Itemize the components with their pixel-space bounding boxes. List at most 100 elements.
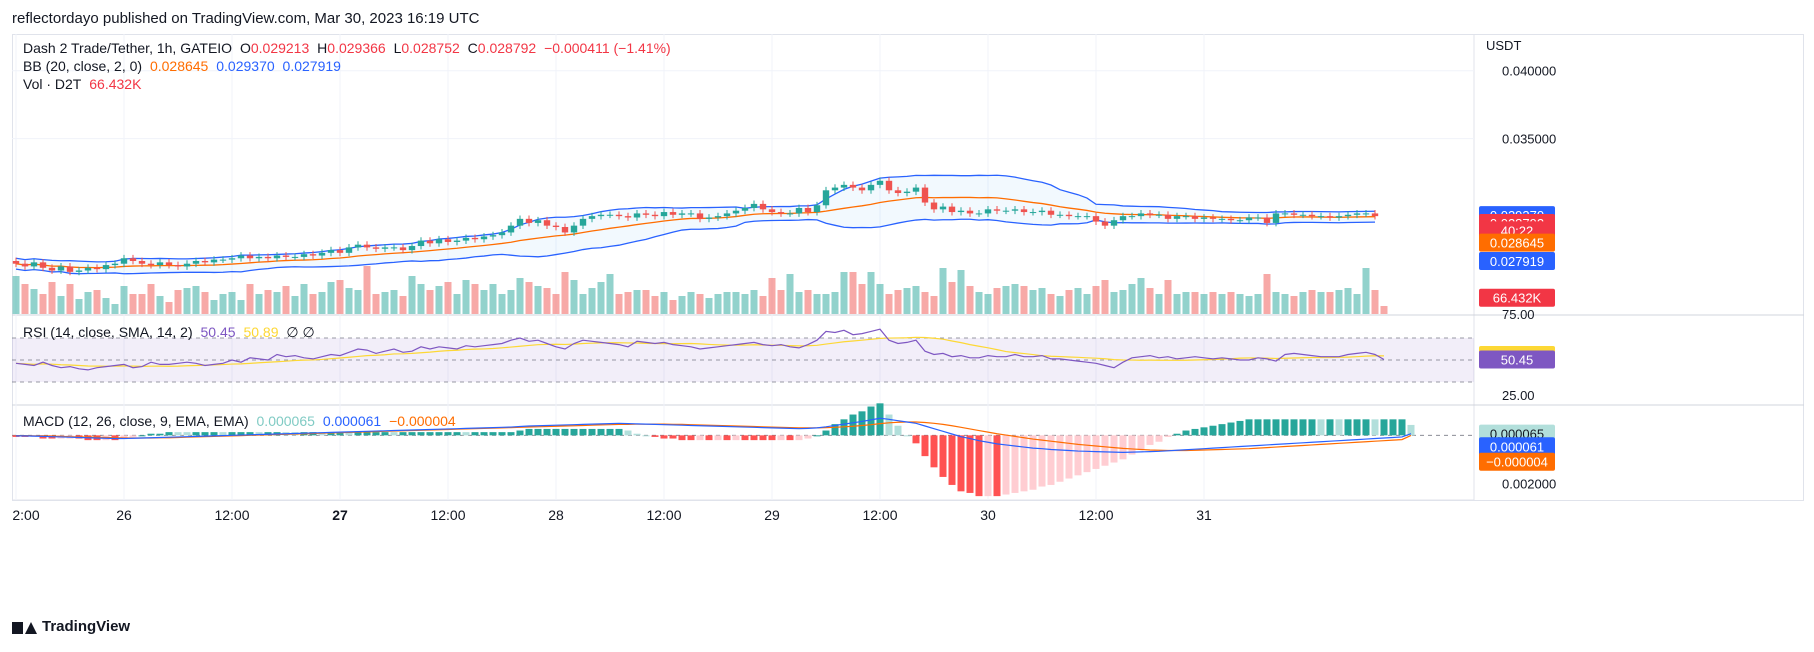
candle	[876, 177, 884, 189]
candle-body	[849, 184, 857, 188]
volume-bar	[1056, 296, 1064, 314]
candle	[759, 200, 767, 213]
volume-bar	[606, 274, 614, 314]
candle	[570, 222, 578, 236]
macd-histogram-bar	[489, 432, 497, 436]
candle	[1164, 211, 1172, 223]
candle-body	[1065, 214, 1073, 217]
candle-body	[768, 209, 776, 213]
candle	[1146, 210, 1154, 219]
candle	[957, 207, 965, 216]
candle	[840, 181, 848, 191]
candle	[1290, 210, 1298, 219]
candle-body	[840, 184, 848, 188]
bb-upper-line	[15, 174, 1376, 263]
macd-histogram-bar	[1407, 424, 1415, 436]
volume-bar	[894, 290, 902, 314]
candle-body	[1092, 216, 1100, 222]
price-badge-label: 0.028645	[1490, 236, 1544, 251]
macd-histogram-bar	[183, 432, 191, 436]
candle-body	[1074, 216, 1082, 218]
candle	[651, 211, 659, 220]
volume-bar	[579, 294, 587, 314]
volume-bar	[732, 292, 740, 314]
candle	[606, 211, 614, 219]
macd-histogram-bar	[138, 435, 146, 437]
candle-body	[1326, 216, 1334, 218]
close-value: 0.028792	[477, 40, 537, 56]
macd-histogram-bar	[210, 432, 218, 436]
candle	[453, 237, 461, 246]
volume-bar	[282, 286, 290, 314]
candle	[921, 184, 929, 206]
chart-svg[interactable]: USDT0.0400000.0350000.0293700.02879240:2…	[12, 34, 1804, 600]
candle	[1011, 205, 1019, 215]
candle	[750, 200, 758, 212]
candle-body	[921, 187, 929, 203]
volume-bar	[1353, 294, 1361, 314]
volume-bar	[849, 272, 857, 314]
chart-area[interactable]: USDT0.0400000.0350000.0293700.02879240:2…	[12, 34, 1804, 600]
volume-bar	[921, 292, 929, 314]
volume-bar	[696, 294, 704, 314]
candle-body	[1137, 213, 1145, 217]
volume-bar	[975, 292, 983, 314]
candle	[228, 254, 236, 264]
candle-body	[21, 263, 29, 267]
macd-histogram-bar	[426, 432, 434, 436]
volume-bar	[498, 294, 506, 314]
volume-bar	[174, 290, 182, 314]
candle	[66, 263, 74, 276]
candle	[408, 242, 416, 254]
candle	[975, 210, 983, 217]
macd-histogram-bar	[957, 435, 965, 492]
candle	[1362, 210, 1370, 217]
candle	[219, 256, 227, 264]
candle-body	[327, 250, 335, 253]
candle-body	[1254, 217, 1262, 219]
low-label: L	[393, 40, 402, 56]
candle-body	[1227, 218, 1235, 221]
candle-body	[282, 255, 290, 257]
bb-upper-value: 0.029370	[216, 58, 275, 74]
candle	[1074, 212, 1082, 220]
candle	[21, 260, 29, 270]
macd-histogram-bar	[480, 432, 488, 436]
candle	[813, 201, 821, 216]
candle	[1326, 212, 1334, 221]
candle-body	[498, 232, 506, 236]
macd-histogram-bar	[120, 435, 128, 439]
volume-bar	[1191, 292, 1199, 314]
volume-bar	[444, 282, 452, 314]
macd-histogram-bar	[831, 424, 839, 436]
volume-bar	[768, 278, 776, 314]
macd-histogram-bar	[1209, 425, 1217, 436]
candle	[741, 204, 749, 215]
candle-body	[1047, 210, 1055, 215]
candle	[1065, 211, 1073, 220]
volume-bar	[1236, 294, 1244, 314]
volume-bar	[291, 296, 299, 314]
volume-bar	[687, 292, 695, 314]
candle	[1110, 216, 1118, 230]
candle	[201, 257, 209, 266]
volume-bar	[804, 290, 812, 314]
candle	[678, 210, 686, 219]
vol-legend: Vol · D2T 66.432K	[23, 76, 145, 92]
volume-bar	[327, 282, 335, 314]
high-label: H	[317, 40, 328, 56]
volume-bar	[363, 266, 371, 314]
candle	[1353, 210, 1361, 219]
volume-bar	[1290, 296, 1298, 314]
macd-histogram-bar	[921, 435, 929, 457]
macd-histogram-bar	[966, 435, 974, 493]
candle-body	[975, 213, 983, 215]
macd-badge-label: 0.000061	[1490, 439, 1544, 454]
candle-body	[39, 262, 47, 268]
volume-bar	[1029, 290, 1037, 314]
candle-body	[12, 260, 20, 264]
volume-bar	[246, 284, 254, 314]
candle-body	[552, 225, 560, 228]
footer: TradingView	[12, 618, 130, 635]
macd-histogram-bar	[354, 432, 362, 436]
